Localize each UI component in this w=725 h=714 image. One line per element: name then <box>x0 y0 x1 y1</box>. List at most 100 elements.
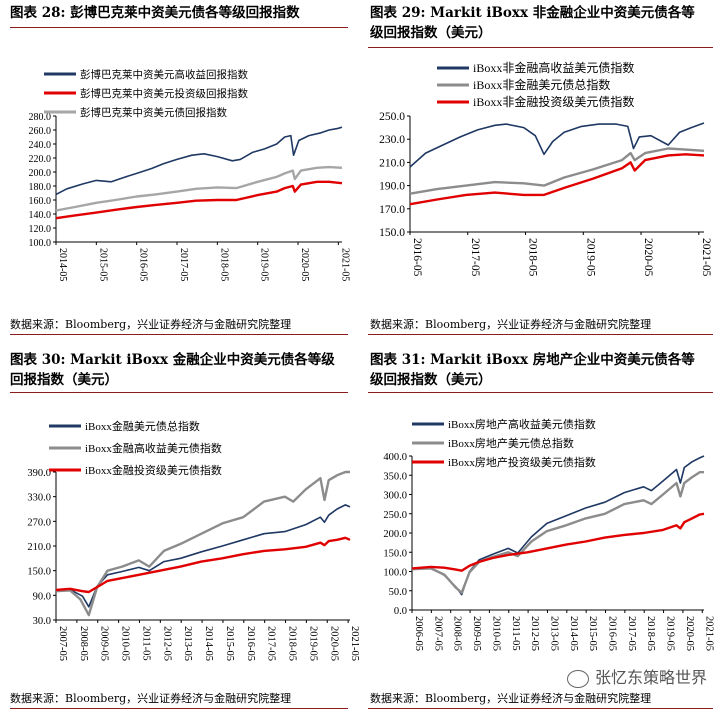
x-tick-label: 2020-05 <box>328 626 339 661</box>
watermark-text: 张忆东策略世界 <box>594 668 707 687</box>
x-tick-label: 2013-05 <box>182 626 193 661</box>
y-tick-label: 280.0 <box>29 112 52 123</box>
x-tick-label: 2008-05 <box>452 616 463 651</box>
title-rule <box>368 392 713 393</box>
x-tick-label: 2016-05 <box>411 238 423 277</box>
x-tick-label: 2021-05 <box>339 248 350 281</box>
y-tick-label: 400.0 <box>383 452 407 463</box>
legend-label: 彭博巴克莱中资美元债回报指数 <box>80 106 227 119</box>
x-tick-label: 2018-05 <box>645 616 656 651</box>
x-tick-label: 2017-05 <box>266 626 277 661</box>
title-rule <box>10 27 348 28</box>
series-line <box>409 153 705 206</box>
chart-panel-30: 30.0 90.0 150.0 210.0 270.0 330.0 390.0 2007-05… <box>27 419 360 661</box>
y-tick-label: 200.0 <box>29 168 52 179</box>
panel-title-line: 回报指数（美元） <box>10 372 118 388</box>
source-rule <box>368 708 713 709</box>
legend-label: iBoxx非金融高收益美元债指数 <box>473 60 634 75</box>
y-tick-label: 100.0 <box>383 568 407 579</box>
x-tick-label: 2017-05 <box>626 616 637 651</box>
panel-title-line: 图表 31: Markit iBoxx 房地产企业中资美元债各等 <box>370 352 695 368</box>
y-tick-label: 100.0 <box>29 238 52 249</box>
x-tick-label: 2009-05 <box>99 626 110 661</box>
x-tick-label: 2021-05 <box>349 626 360 661</box>
series-line <box>409 122 705 168</box>
x-tick-label: 2010-05 <box>120 626 131 661</box>
x-tick-label: 2015-05 <box>587 616 598 651</box>
y-tick-label: 120.0 <box>29 224 52 235</box>
x-tick-label: 2016-05 <box>607 616 618 651</box>
series-line <box>55 180 343 220</box>
x-tick-label: 2006-05 <box>413 616 424 651</box>
source-note: 数据来源：Bloomberg，兴业证券经济与金融研究院整理 <box>10 692 292 705</box>
panel-title: 图表 30: Markit iBoxx 金融企业中资美元债各等级 回报指数（美元… <box>10 350 335 390</box>
x-tick-label: 2019-05 <box>584 238 596 277</box>
x-tick-label: 2014-05 <box>203 626 214 661</box>
y-tick-label: 210.0 <box>379 157 405 169</box>
x-tick-label: 2016-05 <box>138 248 149 281</box>
x-tick-label: 2019-05 <box>665 616 676 651</box>
panel-title-line: 图表 30: Markit iBoxx 金融企业中资美元债各等级 <box>10 352 335 368</box>
series-line <box>411 470 704 594</box>
x-tick-label: 2017-05 <box>178 248 189 281</box>
x-tick-label: 2012-05 <box>161 626 172 661</box>
y-tick-label: 330.0 <box>27 493 51 504</box>
x-tick-label: 2014-05 <box>568 616 579 651</box>
y-tick-label: 140.0 <box>29 210 52 221</box>
legend-label: iBoxx房地产高收益美元债指数 <box>448 417 596 431</box>
legend-label: 彭博巴克莱中资美元投资级回报指数 <box>80 87 248 100</box>
x-tick-label: 2008-05 <box>78 626 89 661</box>
x-tick-label: 2011-05 <box>140 626 151 661</box>
source-rule <box>368 334 713 335</box>
x-tick-label: 2021-05 <box>700 238 712 277</box>
x-tick-label: 2019-05 <box>307 626 318 661</box>
x-tick-label: 2011-05 <box>510 616 521 651</box>
y-tick-label: 300.0 <box>383 491 407 502</box>
chart-panel-28: 100.0 120.0 140.0 160.0 180.0 200.0 220.0 240.0… <box>29 68 351 281</box>
y-tick-label: 90.0 <box>33 591 51 602</box>
series-line <box>55 536 351 594</box>
source-rule <box>10 334 348 335</box>
y-tick-label: 250.0 <box>383 510 407 521</box>
x-tick-label: 2020-05 <box>299 248 310 281</box>
x-tick-label: 2013-05 <box>548 616 559 651</box>
y-tick-label: 50.0 <box>389 587 407 598</box>
source-rule <box>10 708 348 709</box>
x-tick-label: 2009-05 <box>471 616 482 651</box>
x-tick-label: 2019-05 <box>259 248 270 281</box>
y-tick-label: 30.0 <box>33 616 51 627</box>
source-note: 数据来源：Bloomberg，兴业证券经济与金融研究院整理 <box>370 318 652 331</box>
x-tick-label: 2014-05 <box>57 248 68 281</box>
legend-label: iBoxx金融投资级美元债指数 <box>85 463 222 477</box>
x-tick-label: 2016-05 <box>245 626 256 661</box>
x-tick-label: 2018-05 <box>287 626 298 661</box>
y-tick-label: 350.0 <box>383 471 407 482</box>
legend-label: iBoxx房地产美元债总指数 <box>448 436 574 450</box>
y-tick-label: 390.0 <box>27 468 51 479</box>
panel-title-line: 图表 28: 彭博巴克莱中资美元债各等级回报指数 <box>10 5 300 21</box>
legend-label: iBoxx金融高收益美元债指数 <box>85 441 222 455</box>
y-tick-label: 270.0 <box>27 517 51 528</box>
x-tick-label: 2010-05 <box>490 616 501 651</box>
y-tick-label: 230.0 <box>379 134 405 146</box>
y-tick-label: 0.0 <box>394 606 407 617</box>
legend-label: 彭博巴克莱中资美元高收益回报指数 <box>80 68 248 81</box>
x-tick-label: 2007-05 <box>57 626 68 661</box>
panel-title: 图表 28: 彭博巴克莱中资美元债各等级回报指数 <box>10 3 300 23</box>
series-line <box>55 470 350 617</box>
x-tick-label: 2015-05 <box>224 626 235 661</box>
legend-label: iBoxx非金融投资级美元债指数 <box>473 94 634 109</box>
x-tick-label: 2018-05 <box>218 248 229 281</box>
y-tick-label: 150.0 <box>27 567 51 578</box>
series-line <box>55 165 343 212</box>
legend-label: iBoxx金融美元债总指数 <box>85 419 200 433</box>
x-tick-label: 2020-05 <box>642 238 654 277</box>
wechat-icon <box>566 669 589 688</box>
panel-title: 图表 31: Markit iBoxx 房地产企业中资美元债各等 级回报指数（美… <box>370 350 695 390</box>
panel-title: 图表 29: Markit iBoxx 非金融企业中资美元债各等 级回报指数（美… <box>370 3 695 43</box>
series-line <box>411 512 705 572</box>
x-tick-label: 2017-05 <box>469 238 481 277</box>
y-tick-label: 190.0 <box>379 181 405 193</box>
y-tick-label: 180.0 <box>29 182 52 193</box>
x-tick-label: 2020-05 <box>684 616 695 651</box>
